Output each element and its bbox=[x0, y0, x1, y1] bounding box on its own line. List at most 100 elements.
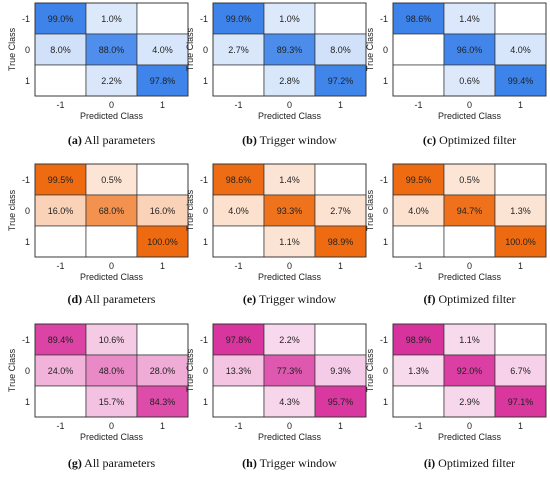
cell-value-label: 93.3% bbox=[277, 206, 303, 216]
x-tick-label: 1 bbox=[338, 261, 343, 271]
matrix-cell bbox=[494, 163, 547, 196]
cell-value-label: 4.0% bbox=[228, 206, 249, 216]
matrix-cell bbox=[136, 225, 189, 258]
x-tick-label: 0 bbox=[109, 261, 114, 271]
x-tick-label: 1 bbox=[160, 421, 165, 431]
x-axis-label: Predicted Class bbox=[438, 432, 502, 442]
x-axis-label: Predicted Class bbox=[80, 432, 144, 442]
cell-value-label: 0.5% bbox=[101, 175, 122, 185]
confusion-matrix-b: 99.0% 1.0% 2.7% 89.3% 8.0% 2.8% 97.2% -1 0 1 -1 0 1 P… bbox=[185, 2, 367, 147]
x-tick-label: -1 bbox=[56, 421, 64, 431]
matrix-cell bbox=[263, 163, 316, 196]
matrix-cell bbox=[212, 323, 265, 356]
x-tick-label: 0 bbox=[467, 421, 472, 431]
matrix-frame bbox=[34, 2, 189, 97]
y-tick-label: 0 bbox=[25, 45, 30, 55]
y-tick-label: 0 bbox=[25, 366, 30, 376]
caption-letter: (h) bbox=[242, 456, 257, 470]
x-tick-label: 1 bbox=[518, 421, 523, 431]
x-axis-label: Predicted Class bbox=[80, 111, 144, 121]
y-axis-label: True class bbox=[185, 189, 195, 231]
matrix-cell bbox=[443, 194, 496, 227]
confusion-matrix-g: 89.4% 10.6% 24.0% 48.0% 28.0% 15.7% 84.3% -1 0 1 -… bbox=[7, 323, 189, 470]
x-tick-label: 0 bbox=[109, 100, 114, 110]
matrix-cell bbox=[212, 225, 265, 258]
caption-letter: (b) bbox=[242, 133, 257, 147]
matrix-cell bbox=[136, 194, 189, 227]
matrix-frame bbox=[212, 323, 367, 418]
matrix-cell bbox=[34, 385, 87, 418]
subfigure-caption: (f) Optimized filter bbox=[424, 292, 516, 306]
y-axis-label: True Class bbox=[7, 348, 17, 392]
matrix-cell bbox=[136, 2, 189, 35]
x-tick-label: -1 bbox=[56, 100, 64, 110]
y-axis-label: True Class bbox=[365, 348, 375, 392]
x-tick-label: 0 bbox=[109, 421, 114, 431]
y-axis-label: True Class bbox=[185, 348, 195, 392]
confusion-matrix-a: 99.0% 1.0% 8.0% 88.0% 4.0% 2.2% 97.8% -1 0 1 -1 0 1 P… bbox=[7, 2, 189, 147]
matrix-cell bbox=[212, 194, 265, 227]
matrix-cell bbox=[34, 323, 87, 356]
matrix-cell bbox=[34, 64, 87, 97]
matrix-cell bbox=[212, 163, 265, 196]
x-axis-label: Predicted Class bbox=[258, 432, 322, 442]
matrix-frame bbox=[34, 163, 189, 258]
cell-value-label: 1.0% bbox=[101, 14, 122, 24]
matrix-cell bbox=[494, 33, 547, 66]
y-tick-label: 0 bbox=[203, 206, 208, 216]
y-tick-label: 1 bbox=[203, 397, 208, 407]
matrix-cell bbox=[494, 2, 547, 35]
y-tick-label: -1 bbox=[200, 14, 208, 24]
cell-value-label: 96.0% bbox=[457, 45, 483, 55]
y-tick-label: 1 bbox=[203, 237, 208, 247]
cell-value-label: 0.5% bbox=[459, 175, 480, 185]
cell-value-label: 2.2% bbox=[279, 335, 300, 345]
subfigure-caption: (h) Trigger window bbox=[242, 456, 337, 470]
confusion-matrix-h: 97.8% 2.2% 13.3% 77.3% 9.3% 4.3% 95.7% -1 0 1 -1 0 1… bbox=[185, 323, 367, 470]
y-axis-label: True class bbox=[7, 189, 17, 231]
caption-text: Optimized filter bbox=[436, 133, 516, 147]
x-tick-label: 0 bbox=[287, 421, 292, 431]
cell-value-label: 77.3% bbox=[277, 366, 303, 376]
y-tick-label: 1 bbox=[25, 397, 30, 407]
cell-value-label: 97.1% bbox=[508, 397, 534, 407]
matrix-cell bbox=[443, 2, 496, 35]
matrix-cell bbox=[314, 354, 367, 387]
x-axis-label: Predicted Class bbox=[438, 111, 502, 121]
x-tick-label: -1 bbox=[414, 100, 422, 110]
matrix-frame bbox=[212, 163, 367, 258]
cell-value-label: 10.6% bbox=[99, 335, 125, 345]
caption-letter: (e) bbox=[243, 292, 256, 306]
matrix-cell bbox=[136, 323, 189, 356]
cell-value-label: 2.2% bbox=[101, 76, 122, 86]
matrix-cell bbox=[85, 225, 138, 258]
y-tick-label: 1 bbox=[383, 76, 388, 86]
cell-value-label: 1.1% bbox=[459, 335, 480, 345]
subfigure-caption: (c) Optimized filter bbox=[423, 133, 516, 147]
cell-value-label: 95.7% bbox=[328, 397, 354, 407]
x-tick-label: -1 bbox=[56, 261, 64, 271]
caption-text: Optimized filter bbox=[435, 456, 515, 470]
cell-value-label: 68.0% bbox=[99, 206, 125, 216]
x-tick-label: 0 bbox=[467, 100, 472, 110]
matrix-cell bbox=[494, 64, 547, 97]
matrix-cell bbox=[263, 194, 316, 227]
matrix-cell bbox=[314, 163, 367, 196]
y-tick-label: -1 bbox=[380, 14, 388, 24]
matrix-cell bbox=[314, 323, 367, 356]
cell-value-label: 88.0% bbox=[99, 45, 125, 55]
x-tick-label: 0 bbox=[467, 261, 472, 271]
cell-value-label: 1.4% bbox=[279, 175, 300, 185]
y-tick-label: -1 bbox=[22, 14, 30, 24]
cell-value-label: 15.7% bbox=[99, 397, 125, 407]
matrix-cell bbox=[263, 225, 316, 258]
y-tick-label: 0 bbox=[383, 206, 388, 216]
cell-value-label: 1.4% bbox=[459, 14, 480, 24]
y-tick-label: -1 bbox=[22, 175, 30, 185]
cell-value-label: 2.8% bbox=[279, 76, 300, 86]
cell-value-label: 16.0% bbox=[150, 206, 176, 216]
cell-value-label: 97.8% bbox=[150, 76, 176, 86]
x-tick-label: 0 bbox=[287, 261, 292, 271]
cell-value-label: 4.0% bbox=[152, 45, 173, 55]
